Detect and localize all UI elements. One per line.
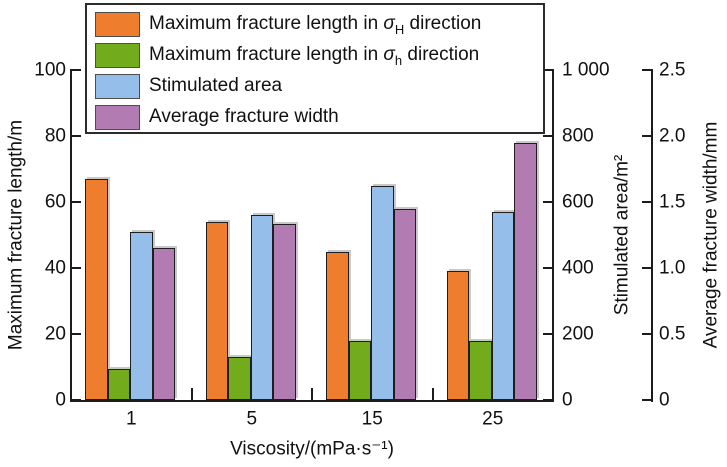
legend-item-stimulated-area: Stimulated area (95, 71, 543, 102)
right2-axis-tick-label: 2.0 (659, 125, 686, 147)
x-axis-title: Viscosity/(mPa·s⁻¹) (230, 438, 394, 460)
right2-axis-tick (642, 333, 651, 335)
legend-label: Average fracture width (149, 106, 339, 128)
bar-avg-fracture-width-5 (273, 224, 296, 400)
right2-axis-tick-label: 1.0 (659, 257, 686, 279)
x-axis-tick (190, 388, 193, 400)
right1-axis-tick-label: 800 (562, 125, 594, 147)
legend-swatch-blue (95, 74, 140, 99)
left-axis-tick (72, 333, 81, 335)
right1-axis-tick-label: 200 (562, 323, 594, 345)
bar-max-length-sigmaH-25 (446, 271, 469, 400)
fracture-width-axis-line (651, 69, 653, 402)
bar-stimulated-area-15 (371, 185, 394, 400)
left-axis-tick-label: 20 (44, 323, 66, 345)
fracture-width-axis-title: Average fracture width/mm (700, 121, 722, 349)
left-axis-tick (72, 201, 81, 203)
left-axis-tick-label: 0 (55, 389, 66, 411)
legend-swatch-purple (95, 105, 140, 130)
legend-item-max-length-sigmah: Maximum fracture length in σh direction (95, 40, 543, 71)
right1-axis-tick-label: 1 000 (562, 59, 610, 81)
right2-axis-tick-label: 0 (659, 389, 670, 411)
right1-axis-tick-label: 0 (562, 389, 573, 411)
left-axis-tick-label: 40 (44, 257, 66, 279)
left-axis-tick (72, 69, 81, 71)
bar-max-length-sigmah-15 (348, 340, 371, 400)
bar-max-length-sigmaH-5 (205, 221, 228, 400)
left-axis-tick (72, 135, 81, 137)
right1-axis-tick (543, 69, 552, 71)
bar-avg-fracture-width-15 (393, 208, 416, 400)
right1-axis-tick (543, 399, 552, 401)
bar-max-length-sigmah-5 (228, 357, 251, 400)
sigma-subscript: H (394, 21, 405, 37)
bar-stimulated-area-25 (491, 211, 514, 400)
sigma-symbol: σ (383, 13, 395, 35)
bar-max-length-sigmaH-1 (85, 178, 108, 400)
legend: Maximum fracture length in σH direction … (85, 3, 545, 134)
right1-axis-tick (543, 267, 552, 269)
right1-axis-tick (543, 201, 552, 203)
x-category-label: 15 (361, 408, 383, 430)
x-category-label: 5 (246, 408, 258, 430)
legend-item-max-length-sigmaH: Maximum fracture length in σH direction (95, 9, 543, 40)
right2-axis-tick (642, 69, 651, 71)
x-axis-tick (311, 388, 313, 400)
bar-avg-fracture-width-1 (152, 248, 175, 400)
bar-stimulated-area-5 (250, 215, 273, 400)
x-category-label: 25 (482, 408, 504, 430)
right2-axis-tick (642, 267, 651, 269)
left-axis-tick-label: 100 (34, 59, 66, 81)
legend-swatch-orange (95, 12, 140, 37)
right2-axis-tick-label: 0.5 (659, 323, 686, 345)
right1-axis-tick-label: 600 (562, 191, 594, 213)
left-axis-tick-label: 60 (44, 191, 66, 213)
legend-label: Maximum fracture length in σH direction (149, 13, 482, 37)
right1-axis-tick-label: 400 (562, 257, 594, 279)
bar-max-length-sigmah-25 (469, 340, 492, 400)
left-axis-title: Maximum fracture length/m (5, 119, 27, 351)
legend-label: Stimulated area (149, 75, 283, 97)
bar-max-length-sigmah-1 (107, 368, 130, 400)
legend-label: Maximum fracture length in σh direction (149, 44, 480, 68)
right2-axis-tick (642, 135, 651, 137)
left-axis-tick (72, 399, 81, 401)
x-axis-line (70, 400, 554, 402)
sigma-subscript: h (394, 52, 403, 68)
bar-max-length-sigmaH-15 (326, 251, 349, 400)
legend-item-avg-fracture-width: Average fracture width (95, 102, 543, 133)
right2-axis-tick (642, 399, 651, 401)
right1-axis-tick (543, 135, 552, 137)
stimulated-area-axis-line (552, 69, 554, 402)
right1-axis-tick (543, 333, 552, 335)
legend-swatch-green (95, 43, 140, 68)
sigma-symbol: σ (383, 44, 395, 66)
x-axis-tick (431, 388, 434, 400)
right2-axis-tick-label: 1.5 (659, 191, 686, 213)
right2-axis-tick-label: 2.5 (659, 59, 686, 81)
right2-axis-tick (642, 201, 651, 203)
left-axis-tick (72, 267, 81, 269)
x-category-label: 1 (125, 408, 137, 430)
left-axis-tick-label: 80 (44, 125, 66, 147)
stimulated-area-axis-title: Stimulated area/m² (611, 154, 633, 316)
left-y-axis-line (70, 69, 72, 402)
bar-avg-fracture-width-25 (514, 142, 537, 400)
bar-stimulated-area-1 (130, 231, 153, 400)
